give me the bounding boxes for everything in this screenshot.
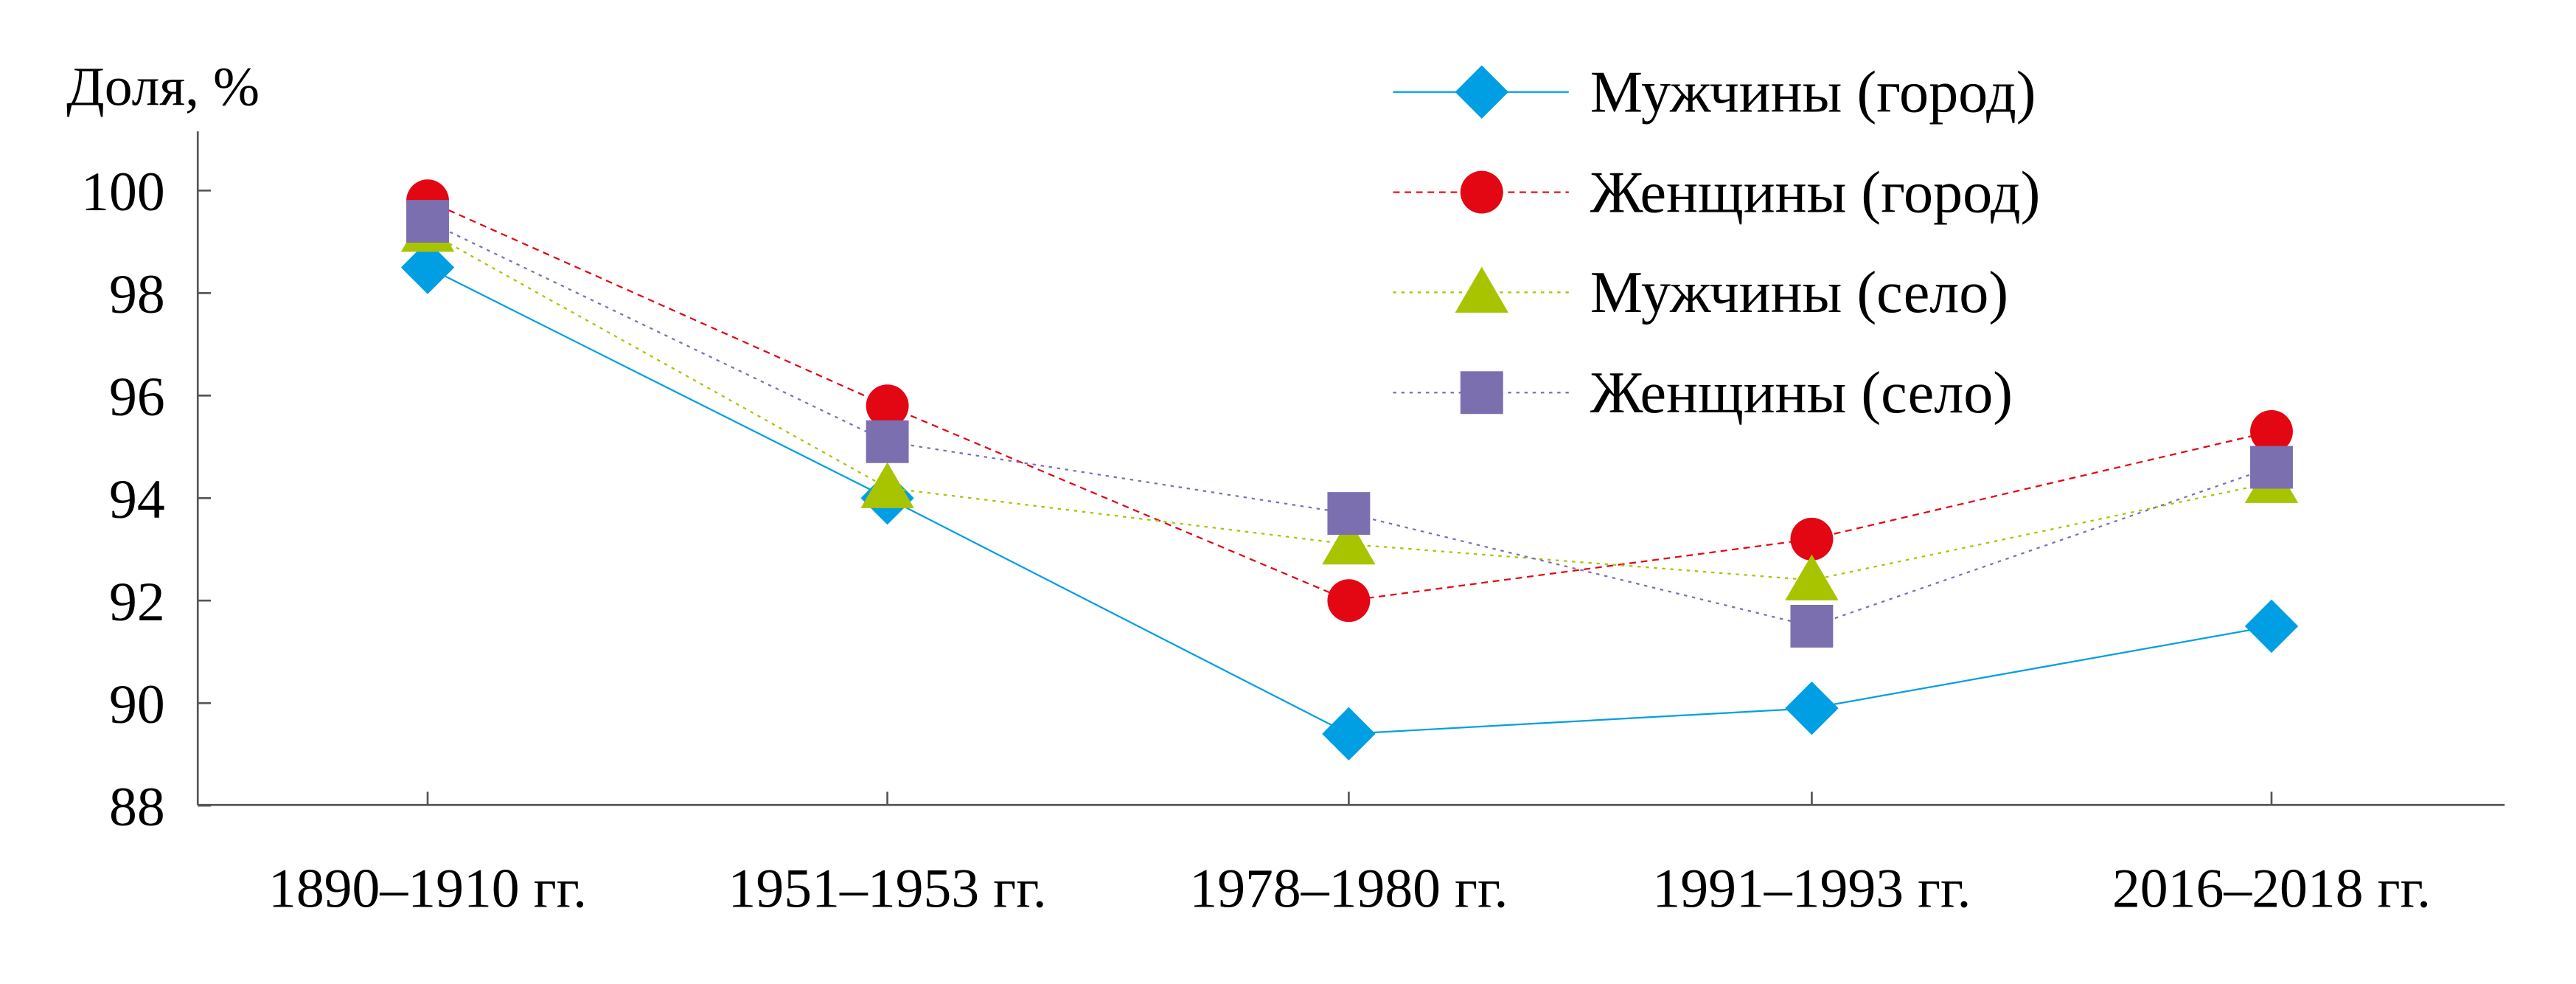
diamond-marker — [1322, 707, 1376, 761]
series-3 — [406, 200, 2293, 648]
legend-label: Женщины (село) — [1590, 361, 2013, 426]
y-tick-label: 92 — [109, 572, 165, 633]
square-marker — [1327, 492, 1371, 536]
series-2 — [400, 206, 2299, 600]
triangle-marker — [860, 462, 914, 508]
square-marker — [866, 420, 909, 463]
circle-marker — [2250, 409, 2293, 453]
y-tick-label: 96 — [109, 367, 165, 428]
circle-marker — [866, 384, 909, 428]
x-tick-label: 1978–1980 гг. — [1189, 858, 1508, 919]
x-tick-label: 1951–1953 гг. — [728, 858, 1047, 919]
series-line — [427, 230, 2272, 581]
series-line — [427, 221, 2272, 628]
triangle-marker — [1785, 554, 1839, 600]
square-marker — [2250, 446, 2293, 489]
triangle-marker — [1455, 266, 1508, 313]
square-marker — [406, 200, 449, 243]
circle-marker — [1460, 170, 1503, 214]
square-marker — [1460, 371, 1503, 415]
circle-marker — [1327, 579, 1371, 623]
legend-label: Женщины (город) — [1590, 160, 2041, 225]
triangle-marker — [1322, 519, 1376, 565]
legend: Мужчины (город) Женщины (город) Мужчины (с… — [1393, 60, 2041, 426]
diamond-marker — [1785, 681, 1839, 735]
diamond-marker — [1455, 65, 1508, 119]
x-tick-label: 1991–1993 гг. — [1652, 858, 1971, 919]
legend-label: Мужчины (город) — [1590, 60, 2036, 125]
square-marker — [1790, 604, 1834, 648]
series-1 — [406, 179, 2293, 623]
y-tick-label: 94 — [109, 469, 165, 530]
x-tick-label: 1890–1910 гг. — [268, 858, 587, 919]
y-axis-label: Доля, % — [66, 57, 260, 118]
legend-label: Мужчины (село) — [1590, 260, 2008, 325]
y-tick-label: 100 — [81, 162, 165, 223]
y-tick-label: 98 — [109, 264, 165, 325]
y-tick-label: 90 — [109, 674, 165, 735]
x-tick-label: 2016–2018 гг. — [2112, 858, 2431, 919]
circle-marker — [1790, 517, 1834, 561]
diamond-marker — [2244, 599, 2299, 654]
y-tick-label: 88 — [109, 777, 165, 838]
